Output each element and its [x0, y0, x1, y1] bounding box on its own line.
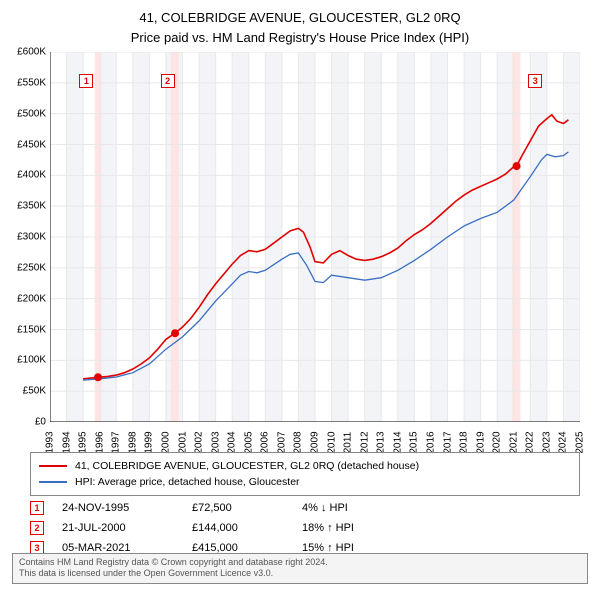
- x-tick-label: 1993: [45, 431, 56, 453]
- chart-sale-marker-1: 1: [79, 74, 93, 88]
- y-tick-label: £300K: [2, 232, 46, 243]
- legend-swatch-subject: [39, 465, 67, 467]
- x-tick-label: 2023: [541, 431, 552, 453]
- legend-swatch-hpi: [39, 481, 67, 483]
- x-tick-label: 2001: [177, 431, 188, 453]
- x-tick-label: 2006: [260, 431, 271, 453]
- y-tick-label: £350K: [2, 201, 46, 212]
- legend: 41, COLEBRIDGE AVENUE, GLOUCESTER, GL2 0…: [30, 452, 580, 496]
- x-tick-label: 1997: [111, 431, 122, 453]
- sale-date-1: 24-NOV-1995: [62, 502, 192, 514]
- y-tick-label: £500K: [2, 108, 46, 119]
- x-tick-label: 2015: [409, 431, 420, 453]
- sale-row-2: 2 21-JUL-2000 £144,000 18% ↑ HPI: [30, 518, 402, 538]
- x-tick-label: 2014: [392, 431, 403, 453]
- x-tick-label: 2019: [475, 431, 486, 453]
- chart-sale-marker-2: 2: [161, 74, 175, 88]
- y-tick-label: £0: [2, 417, 46, 428]
- x-tick-label: 2025: [575, 431, 586, 453]
- x-tick-label: 2002: [194, 431, 205, 453]
- x-tick-label: 2021: [508, 431, 519, 453]
- title-subtitle: Price paid vs. HM Land Registry's House …: [0, 28, 600, 48]
- x-tick-label: 2007: [276, 431, 287, 453]
- y-tick-label: £550K: [2, 77, 46, 88]
- x-tick-label: 2016: [425, 431, 436, 453]
- x-tick-label: 2017: [442, 431, 453, 453]
- footer: Contains HM Land Registry data © Crown c…: [12, 553, 588, 584]
- x-tick-label: 2012: [359, 431, 370, 453]
- title-address: 41, COLEBRIDGE AVENUE, GLOUCESTER, GL2 0…: [0, 8, 600, 28]
- x-tick-label: 2004: [227, 431, 238, 453]
- sale-marker-2: 2: [30, 521, 44, 535]
- legend-row-subject: 41, COLEBRIDGE AVENUE, GLOUCESTER, GL2 0…: [39, 458, 571, 474]
- sale-marker-1: 1: [30, 501, 44, 515]
- legend-row-hpi: HPI: Average price, detached house, Glou…: [39, 474, 571, 490]
- x-tick-label: 2000: [160, 431, 171, 453]
- sale-price-1: £72,500: [192, 502, 302, 514]
- y-tick-label: £600K: [2, 47, 46, 58]
- x-tick-label: 2024: [558, 431, 569, 453]
- y-tick-label: £400K: [2, 170, 46, 181]
- x-tick-label: 2009: [310, 431, 321, 453]
- x-tick-label: 1996: [94, 431, 105, 453]
- y-tick-label: £250K: [2, 262, 46, 273]
- x-tick-label: 1994: [61, 431, 72, 453]
- legend-label-hpi: HPI: Average price, detached house, Glou…: [75, 476, 300, 488]
- sale-row-1: 1 24-NOV-1995 £72,500 4% ↓ HPI: [30, 498, 402, 518]
- legend-label-subject: 41, COLEBRIDGE AVENUE, GLOUCESTER, GL2 0…: [75, 460, 419, 472]
- sale-price-2: £144,000: [192, 522, 302, 534]
- x-tick-label: 2020: [492, 431, 503, 453]
- chart-sale-marker-3: 3: [528, 74, 542, 88]
- sale-pct-2: 18% ↑ HPI: [302, 522, 402, 534]
- x-tick-label: 1998: [127, 431, 138, 453]
- y-tick-label: £450K: [2, 139, 46, 150]
- y-tick-label: £100K: [2, 355, 46, 366]
- x-tick-label: 2011: [343, 432, 354, 454]
- y-tick-label: £150K: [2, 324, 46, 335]
- x-tick-label: 2018: [459, 431, 470, 453]
- sale-pct-1: 4% ↓ HPI: [302, 502, 402, 514]
- chart-area: £0£50K£100K£150K£200K£250K£300K£350K£400…: [50, 52, 580, 422]
- y-tick-label: £50K: [2, 386, 46, 397]
- chart-svg: [50, 52, 580, 422]
- footer-line-2: This data is licensed under the Open Gov…: [19, 568, 581, 580]
- x-tick-label: 2010: [326, 431, 337, 453]
- chart-container: 41, COLEBRIDGE AVENUE, GLOUCESTER, GL2 0…: [0, 0, 600, 590]
- footer-line-1: Contains HM Land Registry data © Crown c…: [19, 557, 581, 569]
- x-tick-label: 2005: [243, 431, 254, 453]
- title-block: 41, COLEBRIDGE AVENUE, GLOUCESTER, GL2 0…: [0, 0, 600, 47]
- x-tick-label: 1995: [78, 431, 89, 453]
- x-tick-label: 2013: [376, 431, 387, 453]
- sale-date-2: 21-JUL-2000: [62, 522, 192, 534]
- x-tick-label: 2008: [293, 431, 304, 453]
- y-tick-label: £200K: [2, 293, 46, 304]
- sales-table: 1 24-NOV-1995 £72,500 4% ↓ HPI 2 21-JUL-…: [30, 498, 402, 558]
- x-tick-label: 2022: [525, 431, 536, 453]
- x-tick-label: 2003: [210, 431, 221, 453]
- x-tick-label: 1999: [144, 431, 155, 453]
